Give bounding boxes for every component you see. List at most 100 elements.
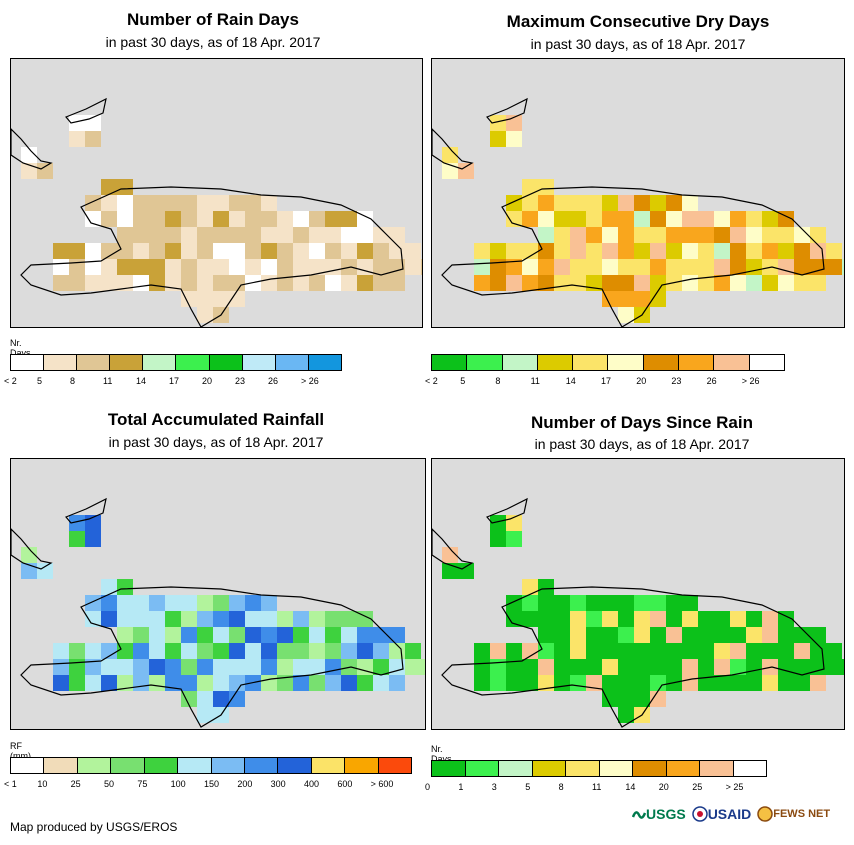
grid-cell [794,675,810,691]
grid-cell [618,675,634,691]
grid-cell [650,595,666,611]
grid-cell [181,195,197,211]
coastline [486,497,528,524]
grid-cell [277,227,293,243]
grid-cell [117,179,133,195]
map-grid [11,97,422,327]
grid-cell [618,611,634,627]
grid-cell [293,659,309,675]
legend-label: > 600 [370,779,394,789]
grid-cell [389,259,405,275]
grid-cell [373,259,389,275]
grid-cell [149,627,165,643]
grid-cell [490,275,506,291]
grid-cell [325,627,341,643]
grid-cell [181,659,197,675]
grid-cell [149,195,165,211]
grid-cell [373,643,389,659]
grid-cell [778,243,794,259]
grid-cell [570,611,586,627]
grid-cell [213,595,229,611]
grid-cell [405,259,421,275]
legend-swatch [532,761,566,776]
grid-cell [229,595,245,611]
grid-cell [778,211,794,227]
legend-swatch [209,355,243,370]
grid-cell [85,259,101,275]
grid-cell [714,227,730,243]
grid-cell [261,227,277,243]
grid-cell [634,227,650,243]
grid-cell [554,659,570,675]
grid-cell [309,243,325,259]
grid-cell [309,659,325,675]
grid-cell [698,675,714,691]
grid-cell [490,643,506,659]
grid-cell [309,643,325,659]
grid-cell [666,211,682,227]
usaid-logo: USAID [691,806,751,822]
grid-cell [85,643,101,659]
grid-cell [405,643,421,659]
grid-cell [474,675,490,691]
grid-cell [730,643,746,659]
grid-cell [778,611,794,627]
grid-cell [341,227,357,243]
legend-label: 10 [37,779,48,789]
grid-cell [85,595,101,611]
grid-cell [117,611,133,627]
grid-cell [634,211,650,227]
grid-cell [490,115,506,131]
grid-cell [229,643,245,659]
grid-cell [37,563,53,579]
legend-label: 25 [70,779,81,789]
grid-cell [357,627,373,643]
grid-cell [698,659,714,675]
hispaniola-outline [441,586,825,728]
legend-swatch [714,355,750,370]
grid-cell [357,643,373,659]
grid-cell [277,611,293,627]
grid-cell [341,211,357,227]
panel-subtitle: in past 30 days, as of 18 Apr. 2017 [108,434,324,450]
grid-cell [602,691,618,707]
legend-swatch [244,758,279,773]
coastline [432,128,474,170]
grid-cell [229,659,245,675]
grid-cell [53,259,69,275]
grid-cell [101,211,117,227]
fews-net-logo: FEWS NET [757,806,830,822]
grid-cell [762,627,778,643]
grid-cell [277,211,293,227]
grid-cell [810,227,826,243]
grid-cell [197,675,213,691]
grid-cell [101,243,117,259]
grid-cell [634,259,650,275]
grid-cell [373,627,389,643]
grid-cell [213,243,229,259]
grid-cell [474,275,490,291]
legend-label: 11 [592,782,602,792]
legend-swatch [11,355,45,370]
grid-cell [117,579,133,595]
grid-cell [794,627,810,643]
grid-cell [746,675,762,691]
grid-cell [197,307,213,323]
grid-cell [117,275,133,291]
grid-cell [506,211,522,227]
map-grid [432,497,844,728]
legend-label: 26 [268,376,279,386]
grid-cell [778,259,794,275]
grid-cell [586,259,602,275]
grid-cell [810,659,826,675]
grid-cell [69,243,85,259]
grid-cell [133,195,149,211]
legend-swatch [77,758,112,773]
grid-cell [309,675,325,691]
grid-cell [245,259,261,275]
grid-cell [554,211,570,227]
grid-cell [522,611,538,627]
grid-cell [714,643,730,659]
grid-cell [293,675,309,691]
grid-cell [794,643,810,659]
